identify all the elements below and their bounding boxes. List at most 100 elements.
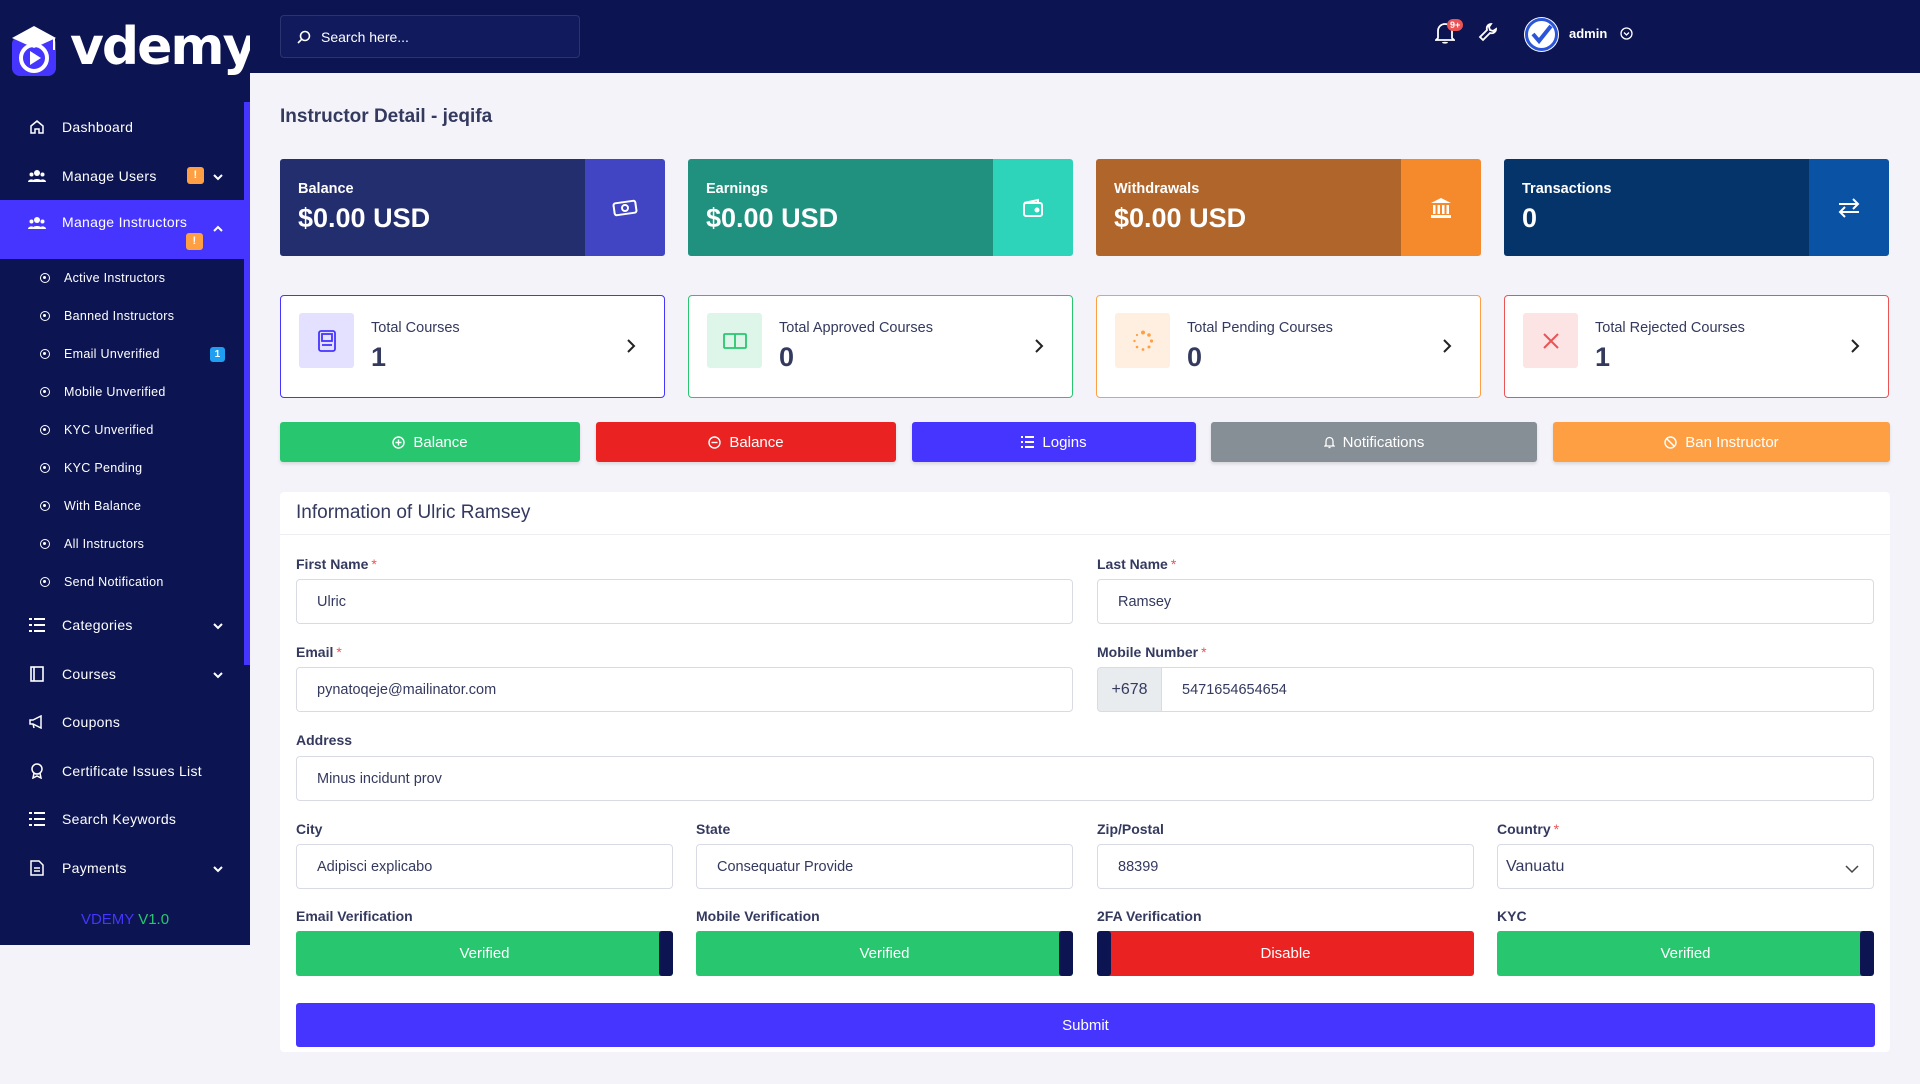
ban-icon [1664,435,1677,449]
stat-earnings: Earnings $0.00 USD [688,159,1073,256]
sidebar-item-label: Categories [62,617,133,634]
sidebar-item-coupons[interactable]: Coupons [0,698,250,747]
toggle-knob [1860,931,1874,976]
megaphone-icon [28,713,46,731]
email-verification-toggle[interactable]: Verified [296,931,673,976]
state-field[interactable]: Consequatur Provide [696,844,1073,889]
address-field[interactable]: Minus incidunt prov [296,756,1874,801]
sidebar-subitem-kyc-pending[interactable]: KYC Pending [0,449,250,487]
stat-label: Transactions [1522,181,1612,197]
last-name-field[interactable]: Ramsey [1097,579,1874,624]
plus-circle-icon [392,435,406,449]
country-label: Country * [1497,821,1560,837]
chevron-right-icon [1034,338,1044,359]
sidebar-item-categories[interactable]: Categories [0,601,250,650]
card-total-rejected-courses[interactable]: Total Rejected Courses 1 [1504,295,1889,398]
stat-balance: Balance $0.00 USD [280,159,665,256]
sidebar-subitem-all-instructors[interactable]: All Instructors [0,525,250,563]
subtract-balance-button[interactable]: Balance [596,422,896,462]
sidebar-scrollbar[interactable] [244,102,250,665]
address-label: Address [296,732,353,748]
sidebar-item-dashboard[interactable]: Dashboard [0,103,250,152]
stat-value: $0.00 USD [706,203,839,233]
stat-icon-box [585,159,665,256]
chevron-down-circle-icon[interactable] [1620,27,1633,45]
add-balance-button[interactable]: Balance [280,422,580,462]
version-number: V1.0 [138,911,170,928]
sidebar-item-search-keywords[interactable]: Search Keywords [0,795,250,844]
money-icon [612,199,638,216]
toggle-knob [659,931,673,976]
card-total-pending-courses[interactable]: Total Pending Courses 0 [1096,295,1481,398]
count-badge: 1 [210,347,225,362]
twofa-verification-toggle[interactable]: Disable [1097,931,1474,976]
sidebar-subitem-with-balance[interactable]: With Balance [0,487,250,525]
stat-value: $0.00 USD [1114,203,1247,233]
chevron-right-icon [1850,338,1860,359]
sidebar-subitem-send-notification[interactable]: Send Notification [0,563,250,601]
stat-body: Withdrawals $0.00 USD [1096,159,1401,256]
first-name-label: First Name * [296,556,377,572]
sidebar-item-courses[interactable]: Courses [0,650,250,699]
sidebar-item-manage-users[interactable]: Manage Users ! [0,152,250,201]
first-name-field[interactable]: Ulric [296,579,1073,624]
mobile-number-field[interactable]: 5471654654654 [1161,667,1874,712]
admin-name[interactable]: admin [1569,26,1608,41]
stat-withdrawals: Withdrawals $0.00 USD [1096,159,1481,256]
file-icon [28,859,46,877]
notifications-button[interactable]: Notifications [1211,422,1537,462]
list-icon [28,810,46,828]
chevron-down-icon [212,862,224,878]
city-field[interactable]: Adipisci explicabo [296,844,673,889]
sidebar-subitem-kyc-unverified[interactable]: KYC Unverified [0,411,250,449]
zip-field[interactable]: 88399 [1097,844,1474,889]
brand-logo[interactable]: vdemy [0,0,256,100]
sidebar-item-certificate-issues[interactable]: Certificate Issues List [0,747,250,796]
settings-button[interactable] [1478,22,1500,44]
kyc-toggle[interactable]: Verified [1497,931,1874,976]
chevron-down-icon [1845,861,1859,879]
sidebar-subitem-mobile-unverified[interactable]: Mobile Unverified [0,373,250,411]
stat-icon-box [993,159,1073,256]
stat-label: Withdrawals [1114,181,1200,197]
chevron-up-icon [212,222,224,238]
country-selected-value: Vanuatu [1506,857,1565,875]
sidebar-subitem-banned-instructors[interactable]: Banned Instructors [0,297,250,335]
x-icon [1542,332,1559,349]
sidebar-item-manage-instructors[interactable]: Manage Instructors ! [0,200,250,259]
email-field[interactable]: pynatoqeje@mailinator.com [296,667,1073,712]
card-label: Total Approved Courses [779,320,933,336]
sidebar-item-payments[interactable]: Payments [0,844,250,893]
avatar[interactable] [1524,17,1559,52]
page-title: Instructor Detail - jeqifa [280,106,493,127]
label-text: Last Name [1097,556,1168,572]
ban-instructor-button[interactable]: Ban Instructor [1553,422,1890,462]
stat-icon-box [1809,159,1889,256]
circle-dot-icon [40,425,50,435]
warning-badge: ! [186,233,203,250]
card-label: Total Pending Courses [1187,320,1333,336]
submit-button[interactable]: Submit [296,1003,1875,1047]
sidebar-subitem-active-instructors[interactable]: Active Instructors [0,259,250,297]
chevron-down-icon [212,170,224,186]
card-value: 1 [371,342,387,372]
zip-label: Zip/Postal [1097,821,1164,837]
label-text: Country [1497,821,1551,837]
chevron-down-icon [212,619,224,635]
sidebar-subitem-email-unverified[interactable]: Email Unverified 1 [0,335,250,373]
card-total-approved-courses[interactable]: Total Approved Courses 0 [688,295,1073,398]
email-label: Email * [296,644,342,660]
logins-button[interactable]: Logins [912,422,1196,462]
search-input[interactable]: Search here... [280,15,580,58]
sidebar-nav: Dashboard Manage Users ! Manage Instruct… [0,103,250,892]
users-icon [28,214,46,232]
sidebar-subitem-label: Active Instructors [64,271,166,285]
mobile-verification-toggle[interactable]: Verified [696,931,1073,976]
open-book-icon [722,332,747,349]
toggle-knob [1097,931,1111,976]
notification-button[interactable]: 9+ [1433,19,1464,46]
country-select[interactable]: Vanuatu [1497,844,1874,889]
warning-badge: ! [187,166,204,184]
card-icon-box [1115,313,1170,368]
card-total-courses[interactable]: Total Courses 1 [280,295,665,398]
